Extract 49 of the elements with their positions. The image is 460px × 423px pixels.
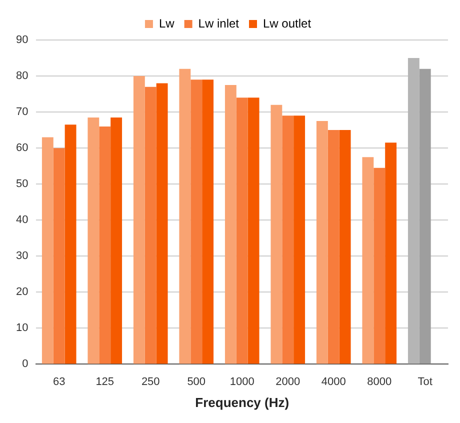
- bar: [133, 76, 145, 364]
- y-tick-label: 50: [16, 178, 28, 190]
- y-tick-label: 60: [16, 142, 28, 154]
- bar: [99, 126, 111, 364]
- bar: [224, 85, 236, 364]
- y-tick-label: 80: [16, 70, 28, 82]
- x-tick-label: 250: [141, 376, 160, 388]
- y-tick-label: 70: [16, 106, 28, 118]
- y-tick-label: 90: [16, 34, 28, 46]
- bar: [64, 124, 76, 364]
- bar: [202, 80, 214, 364]
- legend-label: Lw outlet: [263, 16, 312, 30]
- y-tick-label: 10: [16, 322, 28, 334]
- x-axis-title: Frequency (Hz): [195, 394, 290, 410]
- y-tick-label: 30: [16, 250, 28, 262]
- y-tick-label: 20: [16, 286, 28, 298]
- x-tick-label: 63: [52, 376, 66, 388]
- bar: [385, 142, 397, 364]
- legend-label: Lw: [158, 16, 175, 30]
- x-tick-label: Tot: [418, 376, 432, 388]
- x-tick-label: 500: [187, 376, 206, 388]
- bar: [53, 148, 65, 364]
- y-tick-label: 40: [16, 214, 28, 226]
- bar: [190, 80, 202, 364]
- bar: [270, 104, 282, 364]
- bar: [156, 83, 168, 364]
- bar: [248, 98, 260, 364]
- bar: [282, 116, 294, 364]
- x-tick-label: 2000: [276, 376, 300, 388]
- bar: [374, 168, 386, 364]
- y-tick-label: 0: [22, 358, 28, 370]
- bar: [362, 157, 374, 364]
- bar: [144, 86, 156, 364]
- bar: [339, 130, 351, 364]
- bar: [236, 98, 248, 364]
- bar: [408, 58, 420, 364]
- bar: [110, 117, 122, 364]
- legend-label: Lw inlet: [198, 16, 240, 30]
- x-tick-label: 8000: [367, 376, 392, 388]
- bar: [316, 121, 328, 364]
- bar: [328, 130, 340, 364]
- bar: [88, 117, 100, 364]
- x-tick-label: 125: [96, 376, 114, 388]
- bar: [42, 137, 54, 364]
- x-tick-label: 1000: [230, 376, 254, 388]
- bar: [419, 68, 431, 364]
- bar: [179, 68, 191, 364]
- x-tick-label: 4000: [321, 376, 346, 388]
- bar: [294, 116, 306, 364]
